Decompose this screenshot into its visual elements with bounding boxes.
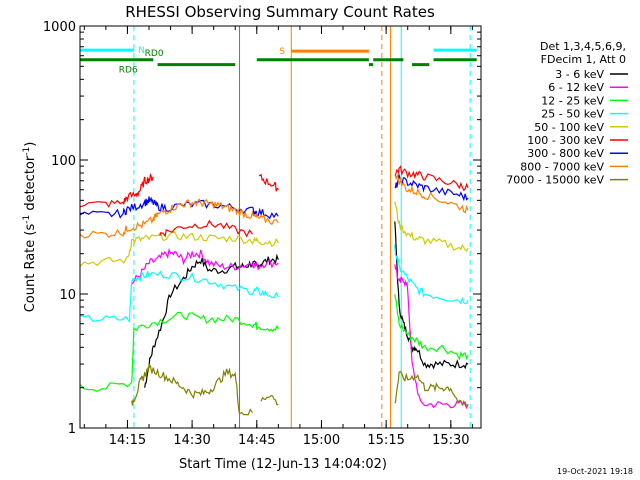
series-12-25-keV: [79, 294, 469, 392]
series-line: [394, 370, 469, 408]
x-axis-label: Start Time (12-Jun-13 14:04:02): [179, 457, 387, 472]
y-tick-label: 10: [59, 288, 76, 303]
series-100-300-keV: [79, 165, 469, 238]
y-axis-label-part: detector: [23, 155, 38, 215]
series-line: [394, 264, 469, 410]
legend-label: 12 - 25 keV: [541, 94, 604, 107]
legend-label: 300 - 800 keV: [527, 147, 604, 160]
legend-label: 6 - 12 keV: [548, 81, 604, 94]
legend-label: 25 - 50 keV: [541, 108, 604, 121]
legend-label: 800 - 7000 keV: [520, 160, 604, 173]
y-axis-label-part: Count Rate (s: [23, 224, 38, 313]
series-line: [394, 165, 469, 192]
series-6-12-keV: [131, 247, 469, 410]
series-line: [131, 362, 253, 416]
decimation-label: RD6: [119, 66, 138, 76]
x-tick-label: 14:30: [173, 433, 210, 448]
y-axis-label: Count Rate (s-1 detector-1): [22, 142, 38, 313]
legend-label: 7000 - 15000 keV: [506, 174, 604, 187]
footer-timestamp: 19-Oct-2021 19:18: [557, 467, 633, 476]
y-tick-label: 1: [68, 422, 76, 437]
series-line: [258, 173, 279, 192]
x-tick-label: 15:00: [303, 433, 340, 448]
series-line: [79, 172, 154, 208]
legend-label: 100 - 300 keV: [527, 134, 604, 147]
x-tick-label: 14:45: [238, 433, 275, 448]
series-line: [159, 219, 253, 238]
series-line: [79, 196, 279, 220]
series-line: [79, 270, 279, 324]
chart-title: RHESSI Observing Summary Count Rates: [125, 3, 435, 21]
series-line: [394, 173, 469, 214]
series-line: [394, 294, 469, 361]
saa-label: S: [279, 47, 285, 57]
y-tick-label: 100: [51, 154, 76, 169]
legend-label: 3 - 6 keV: [555, 68, 604, 81]
state-bars: N RD0 RD6 S: [80, 46, 477, 76]
series-line: [144, 253, 279, 388]
series-line: [394, 244, 469, 305]
x-tick-label: 15:30: [432, 433, 469, 448]
series-line: [79, 311, 279, 392]
series-300-800-keV: [79, 173, 469, 220]
y-axis-label-sup: -1: [22, 215, 32, 224]
legend-label: 50 - 100 keV: [534, 121, 604, 134]
vertical-markers: [79, 26, 471, 428]
legend-title: FDecim 1, Att 0: [541, 53, 626, 66]
series-50-100-keV: [79, 201, 469, 267]
series-7000-15000-keV: [131, 362, 469, 416]
y-axis-label-sup: -1: [22, 147, 32, 156]
series-800-7000-keV: [79, 173, 469, 239]
attenuator-label: N: [138, 46, 145, 56]
series-line: [394, 201, 469, 252]
y-axis-label-part: ): [23, 142, 38, 147]
plot-frame: [79, 25, 482, 429]
series-line: [394, 221, 469, 370]
x-tick-label: 15:15: [367, 433, 404, 448]
series-25-50-keV: [79, 244, 469, 324]
series-line: [79, 231, 279, 267]
series-line: [131, 247, 279, 285]
legend-title: Det 1,3,4,5,6,9,: [540, 40, 626, 53]
series-3-6-keV: [144, 221, 469, 388]
axis-ticks: 14:15 14:30 14:45 15:00 15:15 15:30 1 10 100 1000: [43, 20, 481, 448]
series-layer: [79, 165, 469, 416]
series-line: [260, 394, 279, 406]
y-tick-label: 1000: [43, 20, 76, 35]
decimation-label: RD0: [145, 49, 164, 59]
legend: Det 1,3,4,5,6,9,FDecim 1, Att 0 3 - 6 keV…: [506, 40, 628, 187]
series-line: [79, 198, 279, 239]
x-tick-label: 14:15: [109, 433, 146, 448]
